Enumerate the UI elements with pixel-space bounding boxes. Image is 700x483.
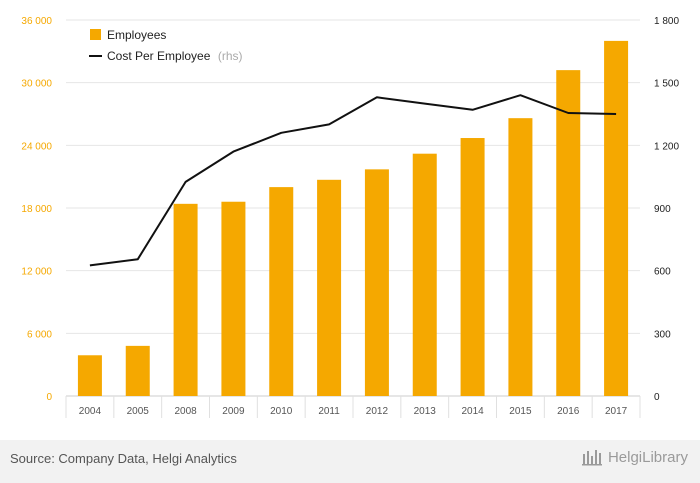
legend-employees-label: Employees (107, 28, 166, 42)
right-tick-label: 1 800 (654, 16, 679, 27)
x-tick-label: 2013 (414, 406, 437, 417)
right-tick-label: 1 500 (654, 79, 679, 90)
right-tick-label: 900 (654, 204, 671, 215)
x-tick-label: 2004 (79, 406, 102, 417)
employees-bar (556, 70, 581, 396)
employees-bar (317, 179, 342, 396)
employees-bar (77, 355, 102, 396)
right-tick-label: 300 (654, 329, 671, 340)
source-note: Source: Company Data, Helgi Analytics (10, 451, 237, 466)
x-tick-label: 2017 (605, 406, 628, 417)
right-tick-label: 600 (654, 267, 671, 278)
footer: Source: Company Data, Helgi Analytics He… (0, 440, 700, 483)
employees-bars (77, 40, 629, 397)
left-tick-label: 36 000 (21, 16, 52, 27)
legend-employees-swatch (90, 29, 101, 40)
x-tick-label: 2005 (127, 406, 150, 417)
employees-bar (173, 203, 198, 396)
x-tick-label: 2012 (366, 406, 389, 417)
library-icon (581, 450, 602, 466)
left-tick-label: 0 (46, 392, 52, 403)
employees-bar (125, 345, 150, 396)
gridlines (66, 19, 640, 397)
x-tick-label: 2009 (222, 406, 245, 417)
employees-bar (460, 138, 485, 396)
x-tick-label: 2014 (461, 406, 484, 417)
left-axis: 0 6 000 12 000 18 000 24 000 30 000 36 000 (21, 16, 52, 403)
right-axis: 0 300 600 900 1 200 1 500 1 800 (654, 16, 679, 403)
left-tick-label: 12 000 (21, 267, 52, 278)
brand-logo: HelgiLibrary (581, 448, 688, 466)
left-tick-label: 6 000 (27, 329, 52, 340)
left-tick-label: 30 000 (21, 79, 52, 90)
employees-bar (269, 187, 294, 396)
employees-bar (604, 40, 629, 397)
x-tick-label: 2010 (270, 406, 293, 417)
cost-per-employee-line (89, 94, 617, 267)
brand-name: HelgiLibrary (607, 448, 688, 466)
x-tick-label: 2011 (318, 406, 340, 417)
legend-cost-label: Cost Per Employee (rhs) (107, 47, 243, 64)
right-tick-label: 0 (654, 392, 660, 403)
employees-bar (508, 118, 533, 396)
left-tick-label: 24 000 (21, 141, 52, 152)
x-tick-label: 2008 (174, 406, 197, 417)
right-tick-label: 1 200 (654, 141, 679, 152)
left-tick-label: 18 000 (21, 204, 52, 215)
legend: Employees Cost Per Employee (rhs) (89, 28, 243, 64)
cost-per-employee-polyline (89, 94, 617, 267)
x-tick-label: 2016 (557, 406, 580, 417)
employees-bar (364, 169, 389, 396)
chart: 0 6 000 12 000 18 000 24 000 30 000 36 000 0 30… (21, 16, 679, 418)
employees-bar (412, 153, 437, 396)
employees-bar (221, 201, 246, 396)
x-axis: 2004 2005 2008 2009 2010 2011 2012 2013 2014 2015… (65, 396, 641, 418)
x-tick-label: 2015 (509, 406, 532, 417)
